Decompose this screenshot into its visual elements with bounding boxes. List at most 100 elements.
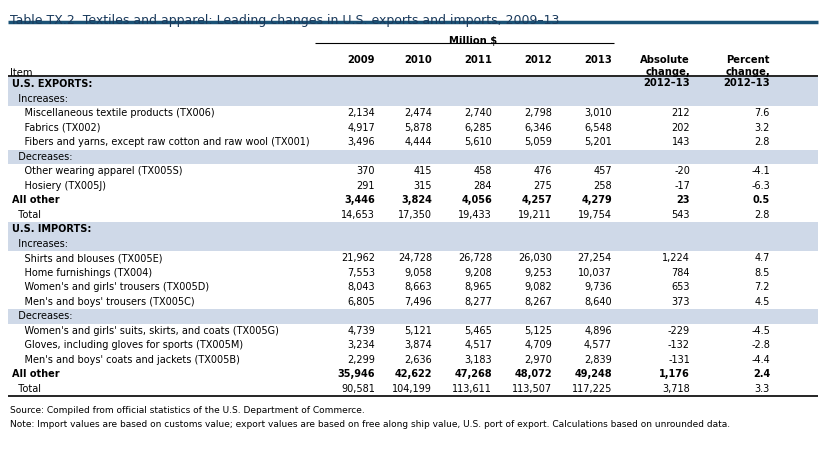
Text: 3,718: 3,718 (662, 384, 690, 394)
Text: Increases:: Increases: (12, 94, 68, 104)
Text: Million $: Million $ (449, 36, 497, 46)
Text: 19,754: 19,754 (578, 210, 612, 220)
Text: -4.1: -4.1 (752, 166, 770, 176)
Text: 7.2: 7.2 (754, 282, 770, 292)
Text: 7,553: 7,553 (347, 268, 375, 278)
Text: 14,653: 14,653 (341, 210, 375, 220)
Text: 104,199: 104,199 (392, 384, 432, 394)
Text: 26,030: 26,030 (518, 253, 552, 263)
Text: 4,709: 4,709 (525, 340, 552, 350)
Text: 8,640: 8,640 (584, 297, 612, 307)
Text: Absolute
change,
2012–13: Absolute change, 2012–13 (640, 55, 690, 88)
Text: 9,058: 9,058 (404, 268, 432, 278)
Text: 2,798: 2,798 (525, 108, 552, 118)
Bar (8, 309, 818, 323)
Text: 415: 415 (414, 166, 432, 176)
Text: 8,267: 8,267 (525, 297, 552, 307)
Text: 258: 258 (593, 181, 612, 191)
Text: Increases:: Increases: (12, 239, 68, 249)
Text: 370: 370 (357, 166, 375, 176)
Text: Percent
change,
2012–13: Percent change, 2012–13 (724, 55, 770, 88)
Text: 9,082: 9,082 (525, 282, 552, 292)
Text: 8,965: 8,965 (464, 282, 492, 292)
Text: 4,917: 4,917 (347, 123, 375, 133)
Text: Fibers and yarns, except raw cotton and raw wool (TX001): Fibers and yarns, except raw cotton and … (12, 137, 310, 147)
Text: 373: 373 (672, 297, 690, 307)
Text: 3,183: 3,183 (464, 355, 492, 365)
Text: Hosiery (TX005J): Hosiery (TX005J) (12, 181, 106, 191)
Text: 113,507: 113,507 (512, 384, 552, 394)
Text: Total: Total (12, 210, 41, 220)
Text: Men's and boys' coats and jackets (TX005B): Men's and boys' coats and jackets (TX005… (12, 355, 240, 365)
Text: 4,517: 4,517 (464, 340, 492, 350)
Text: Men's and boys' trousers (TX005C): Men's and boys' trousers (TX005C) (12, 297, 195, 307)
Text: 2,299: 2,299 (347, 355, 375, 365)
Text: 5,121: 5,121 (404, 326, 432, 336)
Text: 2.4: 2.4 (752, 369, 770, 379)
Text: 653: 653 (672, 282, 690, 292)
Text: -131: -131 (668, 355, 690, 365)
Text: 42,622: 42,622 (395, 369, 432, 379)
Text: 8.5: 8.5 (755, 268, 770, 278)
Text: 117,225: 117,225 (572, 384, 612, 394)
Text: 7.6: 7.6 (755, 108, 770, 118)
Text: -4.5: -4.5 (751, 326, 770, 336)
Text: 48,072: 48,072 (515, 369, 552, 379)
Text: 2013: 2013 (584, 55, 612, 65)
Text: 143: 143 (672, 137, 690, 147)
Text: 212: 212 (672, 108, 690, 118)
Text: 3,446: 3,446 (344, 195, 375, 205)
Bar (8, 77, 818, 91)
Bar (8, 150, 818, 164)
Text: 315: 315 (414, 181, 432, 191)
Text: 2011: 2011 (464, 55, 492, 65)
Text: Total: Total (12, 384, 41, 394)
Text: 7,496: 7,496 (404, 297, 432, 307)
Text: 3.3: 3.3 (755, 384, 770, 394)
Text: 6,805: 6,805 (347, 297, 375, 307)
Text: 1,224: 1,224 (662, 253, 690, 263)
Text: 2,474: 2,474 (404, 108, 432, 118)
Text: U.S. IMPORTS:: U.S. IMPORTS: (12, 224, 92, 234)
Text: 3,496: 3,496 (348, 137, 375, 147)
Text: Decreases:: Decreases: (12, 311, 73, 321)
Text: Source: Compiled from official statistics of the U.S. Department of Commerce.: Source: Compiled from official statistic… (10, 406, 365, 415)
Text: Table TX.2  Textiles and apparel: Leading changes in U.S. exports and imports, 2: Table TX.2 Textiles and apparel: Leading… (10, 14, 559, 27)
Text: 2,636: 2,636 (404, 355, 432, 365)
Text: 5,878: 5,878 (404, 123, 432, 133)
Text: 19,211: 19,211 (518, 210, 552, 220)
Text: 9,208: 9,208 (464, 268, 492, 278)
Text: 3,234: 3,234 (347, 340, 375, 350)
Text: 4.7: 4.7 (755, 253, 770, 263)
Text: 90,581: 90,581 (341, 384, 375, 394)
Text: 4,279: 4,279 (582, 195, 612, 205)
Text: 2.8: 2.8 (755, 210, 770, 220)
Text: 8,043: 8,043 (348, 282, 375, 292)
Text: 1,176: 1,176 (659, 369, 690, 379)
Text: 49,248: 49,248 (574, 369, 612, 379)
Text: Fabrics (TX002): Fabrics (TX002) (12, 123, 101, 133)
Text: 17,350: 17,350 (398, 210, 432, 220)
Text: 5,059: 5,059 (525, 137, 552, 147)
Text: 2,839: 2,839 (584, 355, 612, 365)
Text: -2.8: -2.8 (751, 340, 770, 350)
Text: -17: -17 (674, 181, 690, 191)
Text: Home furnishings (TX004): Home furnishings (TX004) (12, 268, 152, 278)
Text: 458: 458 (473, 166, 492, 176)
Text: 4,577: 4,577 (584, 340, 612, 350)
Text: 275: 275 (534, 181, 552, 191)
Text: 26,728: 26,728 (458, 253, 492, 263)
Text: 0.5: 0.5 (752, 195, 770, 205)
Text: 5,125: 5,125 (524, 326, 552, 336)
Text: Gloves, including gloves for sports (TX005M): Gloves, including gloves for sports (TX0… (12, 340, 243, 350)
Text: 5,201: 5,201 (584, 137, 612, 147)
Text: Shirts and blouses (TX005E): Shirts and blouses (TX005E) (12, 253, 163, 263)
Text: 3,874: 3,874 (404, 340, 432, 350)
Text: 202: 202 (672, 123, 690, 133)
Text: 5,610: 5,610 (464, 137, 492, 147)
Text: Miscellaneous textile products (TX006): Miscellaneous textile products (TX006) (12, 108, 215, 118)
Bar (8, 222, 818, 237)
Text: 47,268: 47,268 (454, 369, 492, 379)
Text: 2009: 2009 (348, 55, 375, 65)
Text: U.S. EXPORTS:: U.S. EXPORTS: (12, 79, 93, 89)
